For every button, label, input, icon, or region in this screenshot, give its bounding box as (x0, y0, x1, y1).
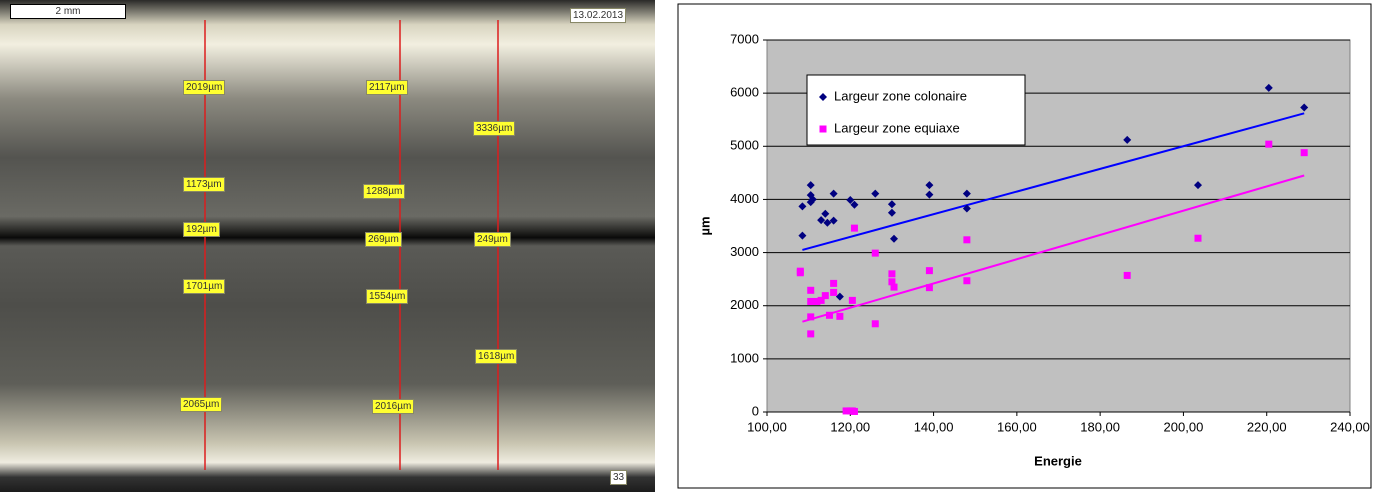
measure-label: 1554µm (366, 289, 409, 304)
data-point (830, 288, 838, 296)
x-tick-label: 100,00 (747, 419, 787, 434)
data-point (817, 296, 825, 304)
data-point (1194, 234, 1202, 242)
data-point (823, 218, 832, 227)
y-tick-label: 2000 (730, 297, 759, 312)
y-tick-label: 1000 (730, 350, 759, 365)
measure-label: 1288µm (363, 184, 406, 199)
data-point (962, 204, 971, 213)
data-point (807, 313, 815, 321)
y-tick-label: 6000 (730, 85, 759, 100)
data-point (925, 190, 934, 199)
data-point (846, 195, 855, 204)
data-point (817, 216, 826, 225)
trendline (802, 112, 1305, 251)
data-point (871, 249, 879, 257)
data-point (1194, 181, 1203, 190)
data-point (1300, 149, 1308, 157)
data-point (890, 283, 898, 291)
measure-label: 1701µm (183, 279, 226, 294)
micrograph: 2 mm 13.02.2013 33 2019µm 2117µm 3336µm … (0, 0, 655, 492)
measure-label: 2019µm (183, 80, 226, 95)
data-point (888, 270, 896, 278)
data-point (925, 181, 934, 190)
trendline (802, 174, 1305, 323)
data-point (835, 292, 844, 301)
data-point (1264, 83, 1273, 92)
measure-label: 2065µm (180, 397, 223, 412)
data-point (890, 234, 899, 243)
measure-label: 2016µm (372, 399, 415, 414)
y-axis-label: µm (697, 216, 712, 235)
data-point (925, 267, 933, 275)
scale-bar: 2 mm (10, 4, 126, 19)
data-point (1265, 140, 1273, 148)
data-point (798, 231, 807, 240)
data-point (836, 312, 844, 320)
data-point (871, 189, 880, 198)
data-point (962, 189, 971, 198)
y-tick-label: 3000 (730, 244, 759, 259)
data-point (850, 200, 859, 209)
measure-label: 249µm (474, 232, 511, 247)
legend-label: Largeur zone equiaxe (834, 120, 960, 135)
measure-label: 2117µm (366, 80, 408, 95)
data-point (871, 320, 879, 328)
legend-box (806, 74, 1026, 146)
data-point (887, 200, 896, 209)
x-axis-label: Energie (1034, 453, 1082, 468)
measure-label: 269µm (365, 232, 402, 247)
data-point (842, 407, 850, 415)
data-point (829, 216, 838, 225)
data-point (887, 208, 896, 217)
x-tick-label: 140,00 (914, 419, 954, 434)
y-tick-label: 5000 (730, 138, 759, 153)
data-point (1300, 103, 1309, 112)
data-point (1123, 271, 1131, 279)
data-point (848, 296, 856, 304)
x-tick-label: 180,00 (1080, 419, 1120, 434)
data-point (888, 278, 896, 286)
legend-label: Largeur zone colonaire (834, 88, 967, 103)
data-point (798, 202, 807, 211)
data-point (1123, 135, 1132, 144)
data-point (825, 311, 833, 319)
x-tick-label: 160,00 (997, 419, 1037, 434)
legend-marker (819, 125, 827, 133)
data-point (807, 297, 815, 305)
y-tick-label: 0 (752, 403, 759, 418)
measure-label: 3336µm (473, 121, 516, 136)
data-point (925, 284, 933, 292)
data-point (821, 209, 830, 218)
x-tick-label: 220,00 (1247, 419, 1287, 434)
data-point (813, 297, 821, 305)
data-point (806, 181, 815, 190)
data-point (963, 236, 971, 244)
measure-label: 1618µm (475, 349, 518, 364)
measure-label: 1173µm (183, 177, 225, 192)
date: 13.02.2013 (570, 8, 627, 23)
data-point (808, 195, 817, 204)
legend-marker (819, 93, 827, 101)
measure-label: 192µm (183, 222, 220, 237)
data-point (829, 189, 838, 198)
data-point (807, 330, 815, 338)
data-point (830, 279, 838, 287)
measure-line (204, 20, 206, 470)
y-tick-label: 7000 (730, 31, 759, 46)
data-point (850, 224, 858, 232)
x-tick-label: 200,00 (1164, 419, 1204, 434)
data-point (850, 407, 858, 415)
data-point (963, 277, 971, 285)
y-tick-label: 4000 (730, 191, 759, 206)
data-point (807, 286, 815, 294)
frame-number: 33 (610, 470, 628, 485)
x-tick-label: 240,00 (1330, 419, 1370, 434)
data-point (821, 292, 829, 300)
x-tick-label: 120,00 (830, 419, 870, 434)
data-point (796, 269, 804, 277)
